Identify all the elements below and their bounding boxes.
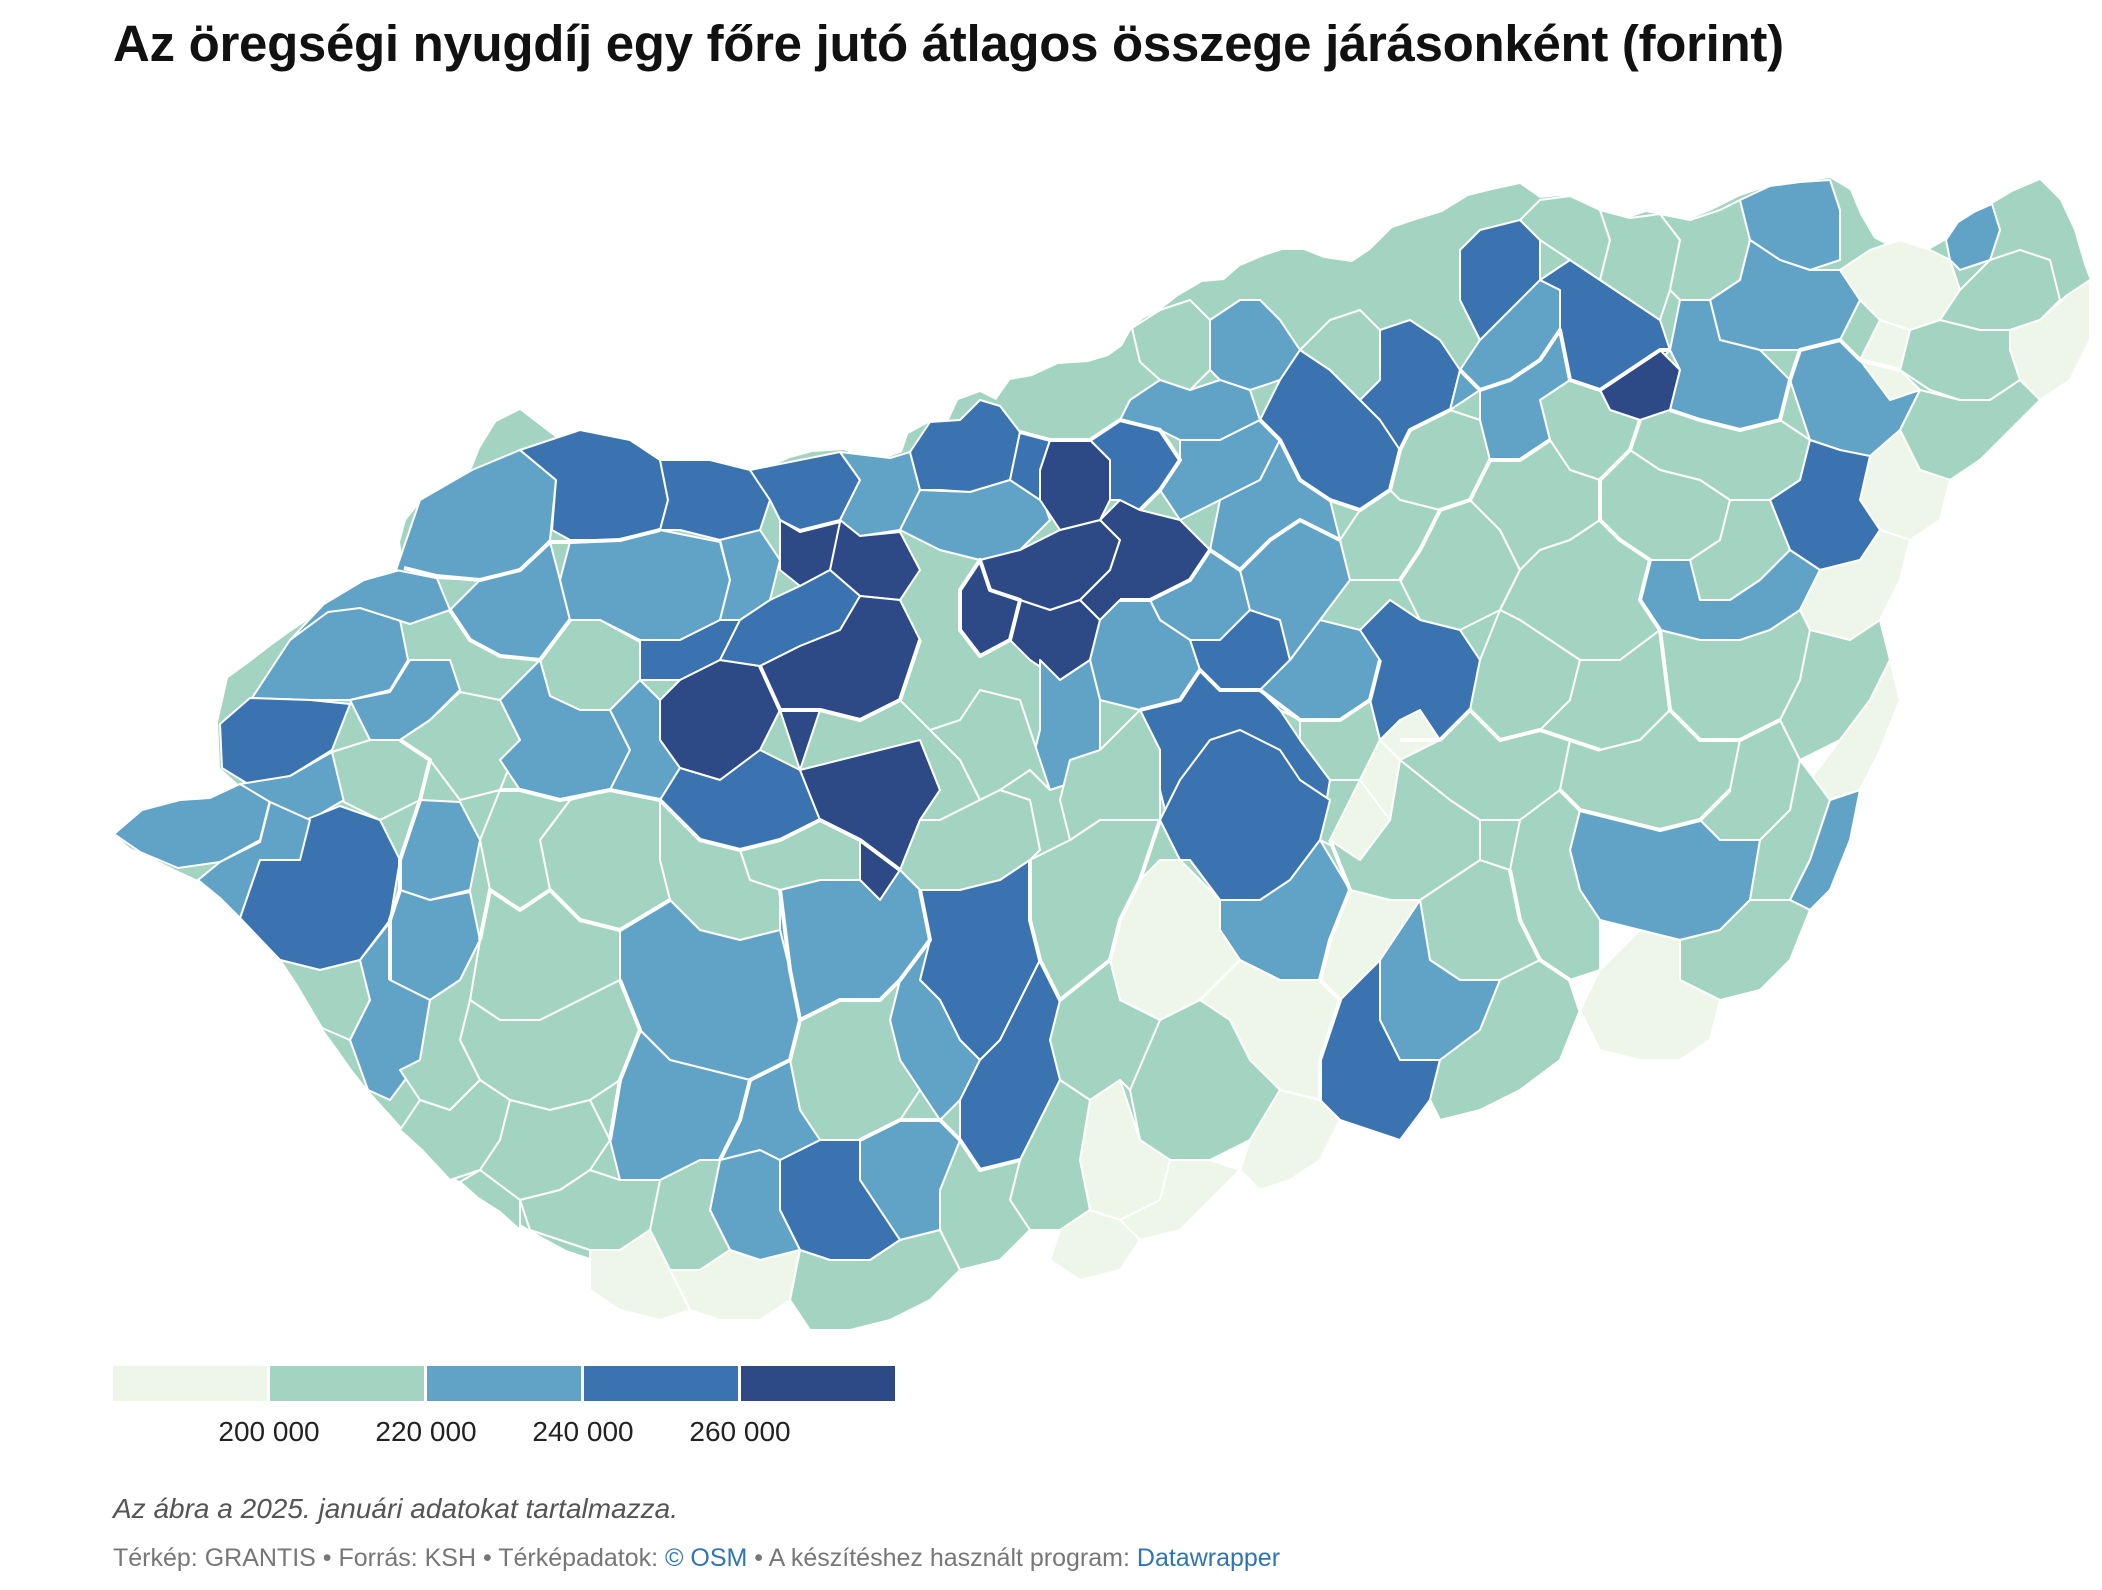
- separator: •: [754, 1544, 764, 1572]
- legend-swatch: [113, 1366, 267, 1401]
- district[interactable]: [1459, 219, 1541, 341]
- datawrapper-link[interactable]: Datawrapper: [1136, 1544, 1281, 1572]
- district[interactable]: [899, 479, 1051, 561]
- county-borders: [388, 328, 1901, 1172]
- district[interactable]: [909, 399, 1021, 493]
- legend-swatch: [270, 1366, 424, 1401]
- district[interactable]: [1789, 789, 1861, 911]
- district[interactable]: [1945, 203, 2001, 271]
- district[interactable]: [929, 689, 1051, 801]
- district[interactable]: [1239, 1089, 1341, 1191]
- district[interactable]: [589, 1229, 691, 1321]
- legend-label: 220 000: [375, 1416, 477, 1447]
- district[interactable]: [219, 697, 351, 785]
- choropleth-map: [100, 100, 2090, 1360]
- district[interactable]: [1039, 439, 1111, 531]
- district[interactable]: [289, 569, 451, 641]
- osm-link[interactable]: © OSM: [665, 1544, 748, 1572]
- district[interactable]: [1599, 209, 1681, 321]
- legend-swatch: [584, 1366, 738, 1401]
- district[interactable]: [1579, 929, 1721, 1061]
- district[interactable]: [1119, 1159, 1241, 1241]
- legend-swatch: [427, 1366, 581, 1401]
- district[interactable]: [197, 801, 311, 919]
- district[interactable]: [789, 1229, 961, 1331]
- credit-mapdata-label: Térképadatok:: [498, 1544, 659, 1572]
- separator: •: [322, 1544, 332, 1572]
- district[interactable]: [1379, 709, 1441, 761]
- legend: 200 000 220 000 240 000 260 000: [113, 1366, 898, 1447]
- credit-source: Forrás: KSH: [338, 1544, 477, 1572]
- page-title: Az öregségi nyugdíj egy főre jutó átlago…: [113, 15, 1784, 72]
- credits: Térkép: GRANTIS • Forrás: KSH • Térképad…: [113, 1544, 1280, 1573]
- legend-swatch: [741, 1366, 895, 1401]
- legend-label: 240 000: [532, 1416, 634, 1447]
- legend-label: 200 000: [218, 1416, 320, 1447]
- separator: •: [482, 1544, 492, 1572]
- credit-map: Térkép: GRANTIS: [113, 1544, 316, 1572]
- credit-program-label: A készítéshez használt program:: [768, 1544, 1130, 1572]
- district[interactable]: [1779, 619, 1891, 761]
- district[interactable]: [1429, 959, 1581, 1121]
- footnote: Az ábra a 2025. januári adatokat tartalm…: [113, 1493, 679, 1524]
- district[interactable]: [1049, 1209, 1141, 1281]
- legend-label: 260 000: [689, 1416, 791, 1447]
- legend-bar: [113, 1366, 895, 1401]
